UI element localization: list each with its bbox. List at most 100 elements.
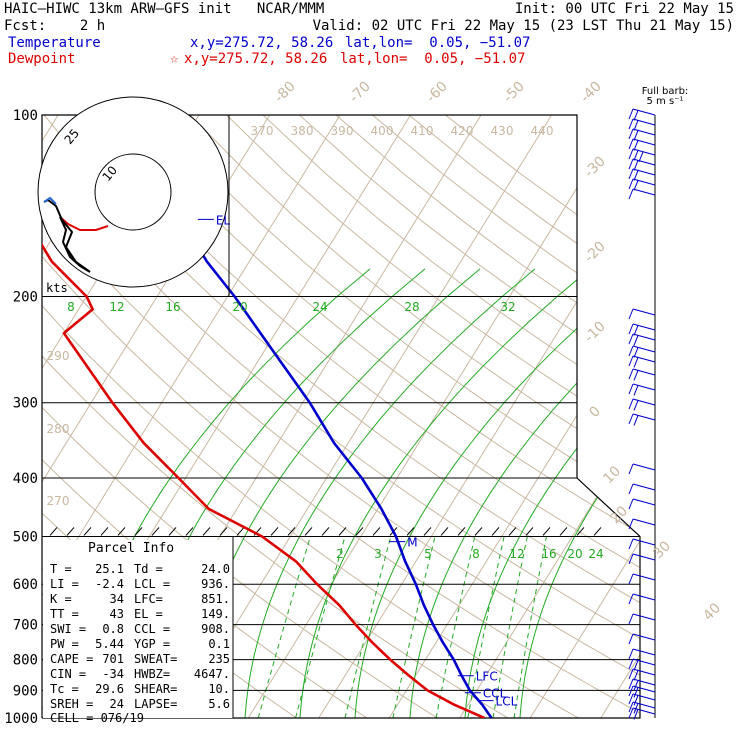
temperature-latlon: lat,lon= 0.05, −51.07 [345, 35, 531, 51]
mixing-ratio-label: 8 [67, 300, 75, 314]
hatch-mark [117, 527, 126, 536]
wind-barb-flag [633, 325, 639, 336]
parcel-field-label: PW = [50, 637, 79, 651]
wind-barb-flag [628, 593, 634, 605]
wind-barb-flag [628, 108, 634, 120]
wind-barb-staff [632, 668, 656, 676]
hatch-mark [100, 527, 109, 536]
isotherm-label: 0 [586, 403, 604, 421]
wind-barb-flag [628, 701, 634, 713]
pressure-tick-label: 300 [13, 396, 38, 412]
temperature-profile [127, 115, 493, 718]
mixing-ratio-line [492, 536, 528, 718]
wind-barb-flag [633, 385, 639, 396]
hatch-mark [542, 527, 551, 536]
isotherm-label: -80 [271, 78, 298, 105]
mixing-ratio-label: 20 [567, 547, 582, 561]
wind-barb-flag [628, 308, 634, 320]
wind-barb-flag [628, 498, 634, 510]
hatch-mark [304, 527, 313, 536]
wind-barb-staff [632, 398, 656, 406]
wind-barb-staff [632, 573, 656, 581]
mixing-ratio-line [467, 536, 505, 718]
parcel-field-label: LAPSE= [134, 697, 177, 711]
dry-adiabat-line [42, 115, 602, 718]
wind-barb-flag [633, 130, 639, 141]
parcel-field-label: EL = [134, 607, 163, 621]
wind-barb-flag [633, 400, 639, 411]
mixing-ratio-label: 20 [232, 300, 247, 314]
wind-barb-flag [628, 188, 634, 200]
isotherm-label: 10 [600, 463, 624, 487]
mixing-ratio-label: 32 [500, 300, 515, 314]
mixing-ratio-label: 2 [336, 547, 344, 561]
diagram-frame [41, 114, 641, 719]
wind-barb-flag [633, 709, 639, 720]
isotherm-label: 40 [700, 600, 724, 624]
isotherm-label: -30 [581, 153, 608, 180]
parcel-field-value: 10. [208, 682, 230, 696]
parcel-field-value: 43 [110, 607, 124, 621]
parcel-field-label: LFC= [134, 592, 163, 606]
hatch-mark [66, 527, 75, 536]
wind-barb-flag [628, 138, 634, 150]
dry-adiabat-line [42, 115, 640, 718]
hatch-mark [457, 527, 466, 536]
moist-adiabat-line [299, 268, 591, 718]
parcel-field-label: Tc = [50, 682, 79, 696]
isotherm-line [318, 115, 640, 718]
wind-barb-flag [633, 687, 639, 698]
hatch-mark [134, 527, 143, 536]
wind-barb-staff [632, 323, 656, 331]
parcel-field-value: 0.8 [102, 622, 124, 636]
mixing-ratio-line [392, 536, 436, 718]
theta-label: 400 [371, 124, 394, 138]
hatch-mark [508, 527, 517, 536]
wind-barb-flag [633, 660, 639, 671]
level-marker-label: EL [216, 213, 231, 227]
wind-barb-staff [632, 658, 656, 666]
wind-barb-flag [633, 347, 639, 358]
wind-barb-staff [632, 158, 656, 166]
wind-barb-flag [633, 357, 639, 368]
mixing-ratio-label: 8 [472, 547, 480, 561]
parcel-field-label: CIN = [50, 667, 86, 681]
mixing-ratio-label: 12 [509, 547, 524, 561]
isotherm-label: -70 [346, 78, 373, 105]
hatch-mark [576, 527, 585, 536]
parcel-field-label: TT = [50, 607, 79, 621]
dry-adiabat-line [189, 115, 640, 718]
wind-barb-flag [633, 370, 639, 381]
hodograph-trace-high [43, 198, 91, 273]
temperature-xy: x,y=275.72, 58.26 [190, 35, 334, 51]
mixing-ratio-label: 12 [109, 300, 124, 314]
parcel-field-value: -34 [102, 667, 124, 681]
parcel-field-value: 5.44 [95, 637, 124, 651]
wind-barb-flag [628, 685, 634, 697]
wind-barb-flag [628, 613, 634, 625]
parcel-field-label: SWEAT= [134, 652, 177, 666]
hatch-mark [423, 527, 432, 536]
mixing-ratio-line [513, 536, 547, 718]
wind-barb-flag [633, 695, 639, 706]
hodograph-trace-top [43, 196, 57, 205]
level-marker-label: LFC [476, 670, 498, 684]
dry-adiabat-line [80, 115, 640, 718]
hodograph-units: kts [46, 281, 68, 295]
wind-barb-flag [633, 680, 639, 691]
wind-barb-flag [633, 170, 639, 181]
wind-barb-staff [632, 128, 656, 136]
wind-barb-staff [632, 108, 656, 116]
parcel-field-label: SHEAR= [134, 682, 177, 696]
parcel-field-value: 4647. [194, 667, 230, 681]
hatch-mark [406, 527, 415, 536]
isotherm-line [42, 115, 341, 718]
hodograph-outer-ring [37, 96, 229, 288]
hatch-mark [49, 527, 58, 536]
wind-barb-flag [628, 118, 634, 130]
wind-barb-staff [632, 463, 656, 471]
moist-adiabat-line [244, 268, 536, 718]
wind-barb-staff [632, 333, 656, 341]
wind-barb-flag [628, 668, 634, 680]
dry-adiabat-line [226, 115, 640, 718]
